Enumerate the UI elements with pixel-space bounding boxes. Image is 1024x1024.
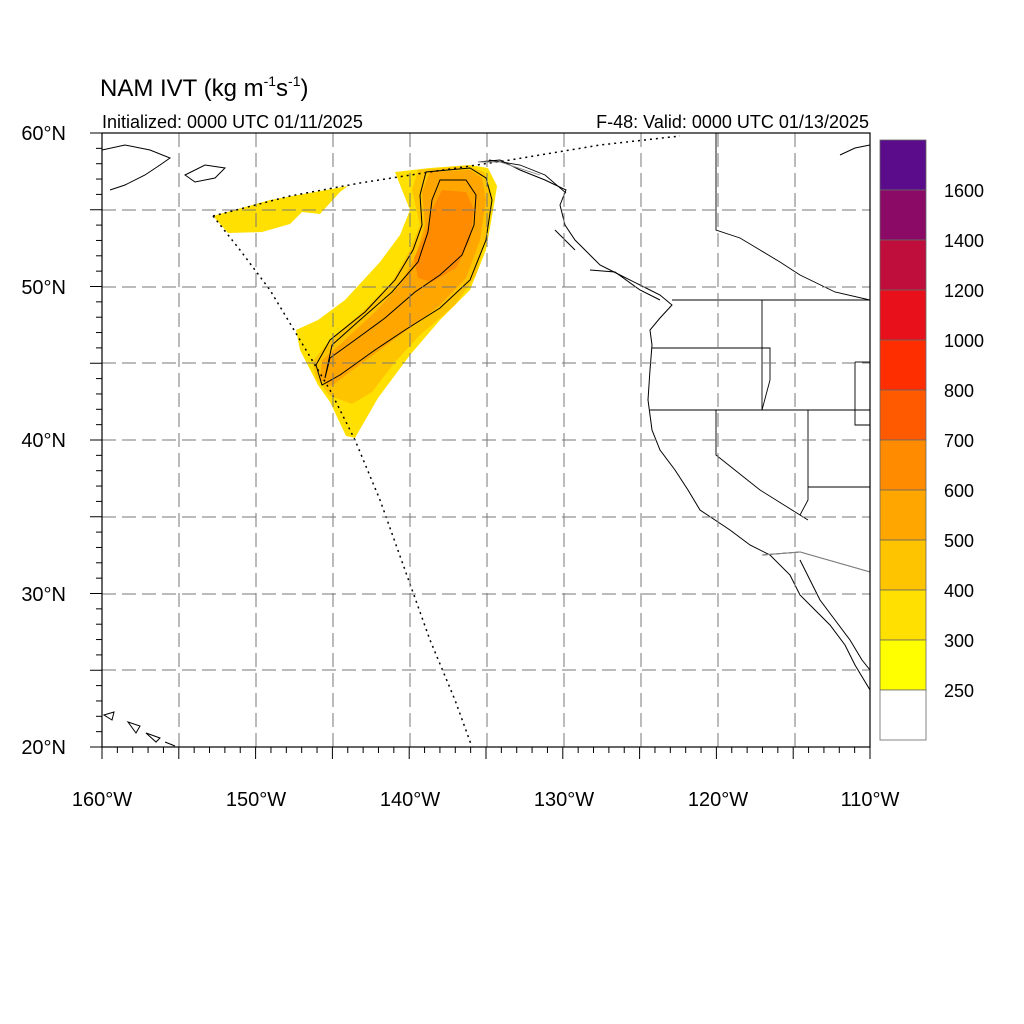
colorbar-swatch: [879, 239, 927, 291]
colorbar-label: 250: [944, 681, 974, 701]
colorbar-label: 1000: [944, 331, 984, 351]
lat-label-20: 20°N: [21, 737, 66, 759]
lon-label-130: 130°W: [534, 789, 594, 811]
colorbar-label: 700: [944, 431, 974, 451]
colorbar-label: 600: [944, 481, 974, 501]
plot-area: [102, 133, 870, 747]
lon-label-160: 160°W: [72, 789, 132, 811]
ivt-contour-500: [315, 167, 493, 386]
chart-title: NAM IVT (kg m-1s-1): [100, 73, 308, 102]
ivt-contour-600: [324, 179, 477, 379]
lat-label-50: 50°N: [21, 277, 66, 299]
colorbar-label: 300: [944, 631, 974, 651]
colorbar-swatch: [879, 339, 927, 391]
colorbar-swatch: [879, 639, 927, 691]
grid-lines: [102, 133, 870, 747]
colorbar-label: 1200: [944, 281, 984, 301]
colorbar-swatch: [879, 289, 927, 341]
ivt-shade-600: [414, 190, 474, 282]
coastlines: [102, 144, 870, 747]
colorbar-swatch: [879, 389, 927, 441]
lon-label-110: 110°W: [841, 789, 900, 811]
colorbar-label: 500: [944, 531, 974, 551]
colorbar-swatch: [879, 189, 927, 241]
colorbar-swatch: [879, 689, 927, 741]
valid-label: F-48: Valid: 0000 UTC 01/13/2025: [596, 112, 869, 132]
lon-label-120: 120°W: [688, 789, 748, 811]
lon-label-140: 140°W: [380, 789, 440, 811]
lat-label-60: 60°N: [21, 123, 66, 145]
initialized-label: Initialized: 0000 UTC 01/11/2025: [102, 112, 363, 132]
colorbar-label: 1600: [944, 181, 984, 201]
colorbar-swatch: [879, 139, 927, 191]
colorbar-swatch: [879, 489, 927, 541]
lat-label-40: 40°N: [21, 430, 66, 452]
colorbar-swatch: [879, 539, 927, 591]
colorbar: 1600 1400 1200 1000 800 700 600 500 400 300 250: [879, 139, 984, 741]
boundary-grey: [478, 161, 870, 573]
colorbar-label: 400: [944, 581, 974, 601]
lat-label-30: 30°N: [21, 584, 66, 606]
colorbar-label: 1400: [944, 231, 984, 251]
lon-label-150: 150°W: [226, 789, 286, 811]
lat-labels: 60°N 50°N 40°N 30°N 20°N: [21, 123, 66, 759]
colorbar-swatch: [879, 589, 927, 641]
colorbar-label: 800: [944, 381, 974, 401]
lon-labels: 160°W 150°W 140°W 130°W 120°W 110°W: [72, 789, 900, 811]
axis-ticks: [90, 132, 871, 759]
colorbar-swatch: [879, 439, 927, 491]
